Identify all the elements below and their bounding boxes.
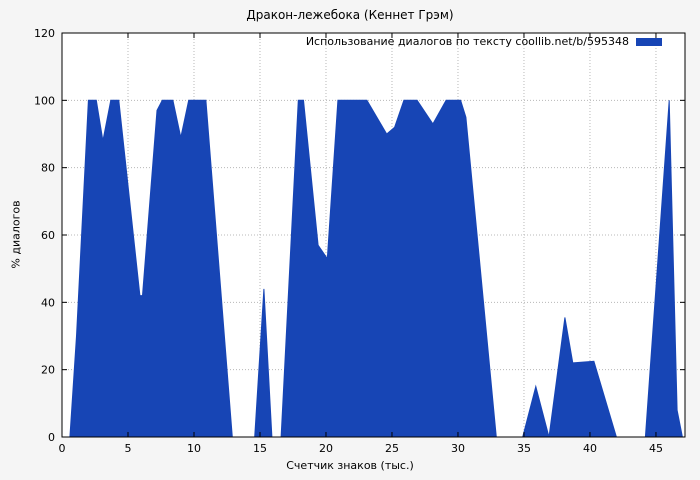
legend-label: Использование диалогов по тексту coollib… (305, 35, 629, 48)
svg-text:20: 20 (319, 442, 333, 455)
legend: Использование диалогов по тексту coollib… (306, 35, 662, 48)
chart-title: Дракон-лежебока (Кеннет Грэм) (246, 8, 454, 22)
svg-text:15: 15 (253, 442, 267, 455)
svg-text:10: 10 (187, 442, 201, 455)
svg-text:120: 120 (34, 27, 55, 40)
svg-text:25: 25 (385, 442, 399, 455)
svg-text:60: 60 (41, 229, 55, 242)
svg-text:5: 5 (124, 442, 131, 455)
x-axis-label: Счетчик знаков (тыс.) (286, 459, 414, 472)
svg-text:0: 0 (48, 431, 55, 444)
svg-text:0: 0 (59, 442, 66, 455)
svg-text:45: 45 (649, 442, 663, 455)
legend-swatch (636, 37, 662, 46)
svg-text:20: 20 (41, 364, 55, 377)
svg-text:100: 100 (34, 94, 55, 107)
svg-text:35: 35 (517, 442, 531, 455)
svg-text:40: 40 (583, 442, 597, 455)
y-axis-label: % диалогов (9, 200, 23, 269)
svg-text:40: 40 (41, 296, 55, 309)
svg-text:30: 30 (451, 442, 465, 455)
svg-text:80: 80 (41, 162, 55, 175)
